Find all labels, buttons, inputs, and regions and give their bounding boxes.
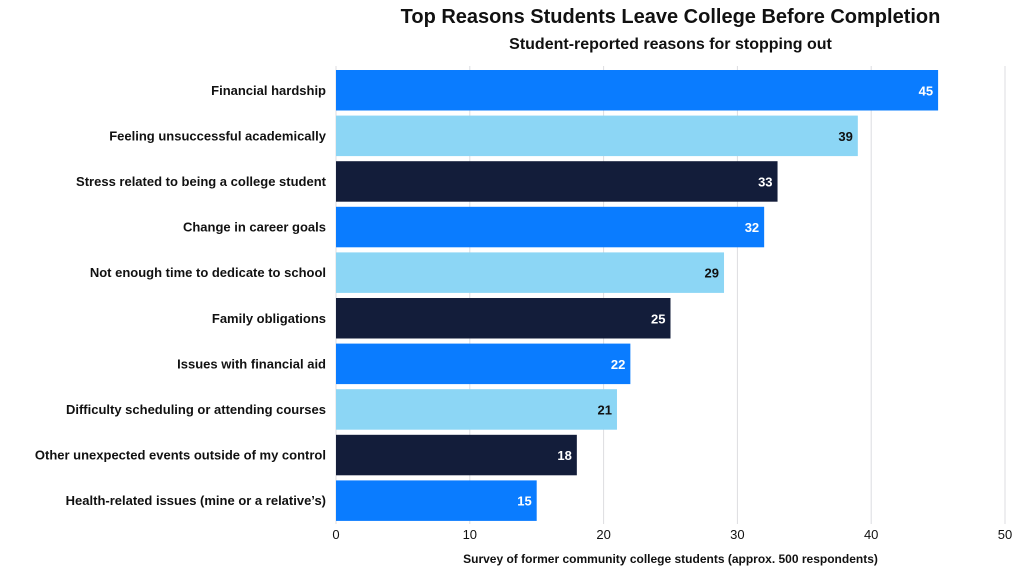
category-label: Stress related to being a college studen… [76, 174, 327, 189]
chart-title: Top Reasons Students Leave College Befor… [400, 6, 941, 28]
category-label: Other unexpected events outside of my co… [35, 448, 326, 463]
data-label: 33 [758, 174, 772, 189]
category-label: Family obligations [212, 311, 326, 326]
bar [336, 298, 671, 339]
bar [336, 434, 577, 476]
category-label: Change in career goals [183, 220, 326, 235]
chart-subtitle: Student-reported reasons for stopping ou… [509, 36, 832, 53]
bar [336, 343, 631, 385]
bar [336, 115, 858, 157]
x-tick-label: 20 [596, 527, 610, 542]
category-label: Not enough time to dedicate to school [90, 265, 326, 280]
data-label: 45 [919, 83, 933, 98]
category-label: Feeling unsuccessful academically [109, 128, 327, 143]
bar [336, 480, 537, 521]
x-tick-label: 0 [332, 527, 339, 542]
bar [336, 206, 765, 248]
x-axis-label: Survey of former community college stude… [463, 552, 878, 566]
data-label: 25 [651, 311, 665, 326]
category-label: Issues with financial aid [177, 356, 326, 371]
category-label: Health-related issues (mine or a relativ… [66, 493, 326, 508]
x-tick-label: 40 [864, 527, 878, 542]
data-label: 29 [705, 266, 719, 281]
category-label: Financial hardship [211, 83, 326, 98]
category-label: Difficulty scheduling or attending cours… [66, 402, 326, 417]
data-label: 32 [745, 220, 759, 235]
bar [336, 161, 778, 202]
x-tick-label: 50 [998, 527, 1012, 542]
data-label: 18 [557, 448, 571, 463]
data-label: 15 [517, 494, 531, 509]
data-label: 22 [611, 357, 625, 372]
x-tick-label: 10 [463, 527, 477, 542]
x-tick-label: 30 [730, 527, 744, 542]
bar [336, 389, 617, 430]
bar [336, 252, 725, 293]
bar [336, 70, 939, 111]
data-label: 39 [838, 129, 852, 144]
data-label: 21 [598, 402, 612, 417]
